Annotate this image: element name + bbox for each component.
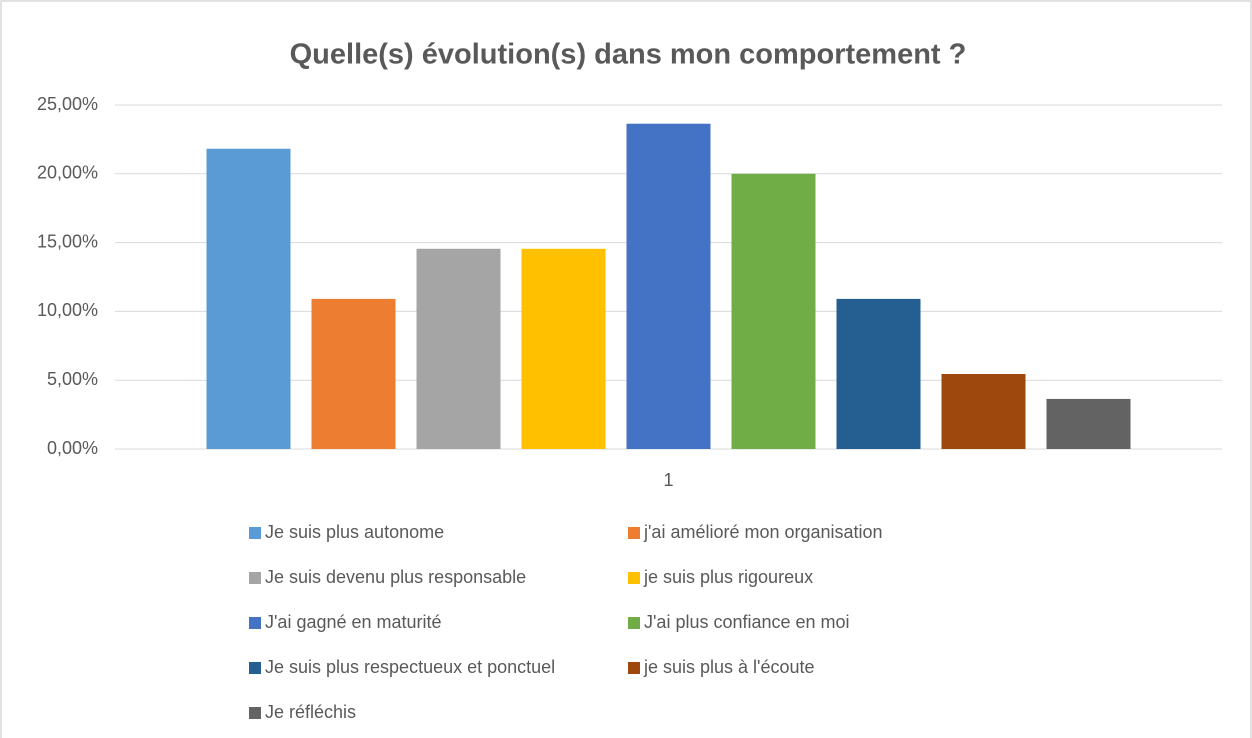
legend-swatch xyxy=(628,527,640,539)
y-tick-label: 0,00% xyxy=(47,438,98,458)
y-tick-label: 10,00% xyxy=(37,300,98,320)
legend-swatch xyxy=(628,662,640,674)
bar xyxy=(731,173,816,450)
bar xyxy=(941,374,1026,449)
legend-label: J'ai plus confiance en moi xyxy=(644,612,850,632)
legend-swatch xyxy=(249,527,261,539)
legend-label: Je suis plus respectueux et ponctuel xyxy=(265,657,555,677)
bar xyxy=(521,248,606,449)
bar xyxy=(1046,398,1131,449)
y-tick-label: 15,00% xyxy=(37,231,98,251)
y-tick-label: 25,00% xyxy=(37,94,98,114)
legend-label: je suis plus à l'écoute xyxy=(643,657,815,677)
legend-swatch xyxy=(249,617,261,629)
chart-title: Quelle(s) évolution(s) dans mon comporte… xyxy=(290,39,967,71)
bar xyxy=(206,148,291,449)
legend-swatch xyxy=(628,572,640,584)
y-tick-label: 20,00% xyxy=(37,163,98,183)
legend-label: j'ai amélioré mon organisation xyxy=(643,522,883,542)
y-tick-label: 5,00% xyxy=(47,369,98,389)
legend-swatch xyxy=(249,662,261,674)
bar xyxy=(836,298,921,449)
legend-label: Je suis plus autonome xyxy=(265,522,444,542)
bar xyxy=(311,298,396,449)
bar xyxy=(416,248,501,449)
legend-swatch xyxy=(249,707,261,719)
legend-swatch xyxy=(249,572,261,584)
legend-label: je suis plus rigoureux xyxy=(643,567,813,587)
legend-label: J'ai gagné en maturité xyxy=(265,612,442,632)
legend-label: Je suis devenu plus responsable xyxy=(265,567,526,587)
legend-label: Je réfléchis xyxy=(265,702,356,722)
legend-swatch xyxy=(628,617,640,629)
x-tick-label: 1 xyxy=(663,470,673,490)
bar xyxy=(626,123,711,450)
